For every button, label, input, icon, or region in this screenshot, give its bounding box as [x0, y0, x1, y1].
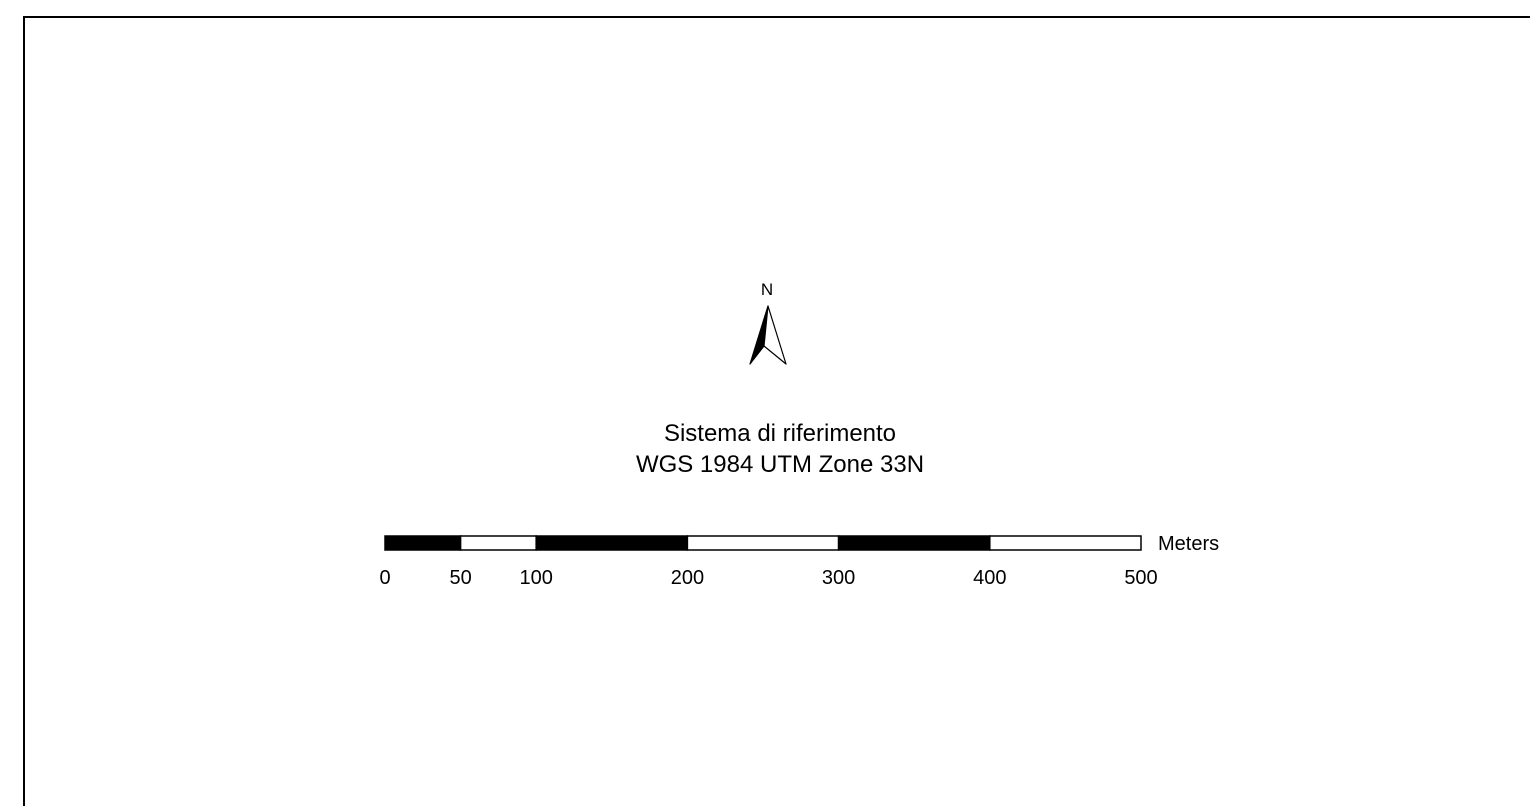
reference-system-title: Sistema di riferimento	[663, 420, 897, 447]
scale-bar-tick-label: 400	[973, 567, 1007, 589]
north-arrow-icon	[749, 305, 787, 365]
scale-bar-tick-label: 0	[379, 567, 391, 589]
reference-system-name: WGS 1984 UTM Zone 33N	[635, 451, 925, 478]
scale-bar-units: Meters	[1158, 533, 1220, 555]
reference-system-text: Sistema di riferimento WGS 1984 UTM Zone…	[480, 418, 1080, 480]
scale-bar-tick-label: 100	[519, 567, 553, 589]
map-frame	[23, 16, 1530, 806]
north-label: N	[760, 280, 774, 299]
scale-bar-tick-label: 500	[1124, 567, 1158, 589]
scale-bar-tick-label: 200	[670, 567, 705, 589]
scale-bar-tick-label: 300	[821, 567, 856, 589]
scale-bar-tick-label: 50	[449, 567, 472, 589]
